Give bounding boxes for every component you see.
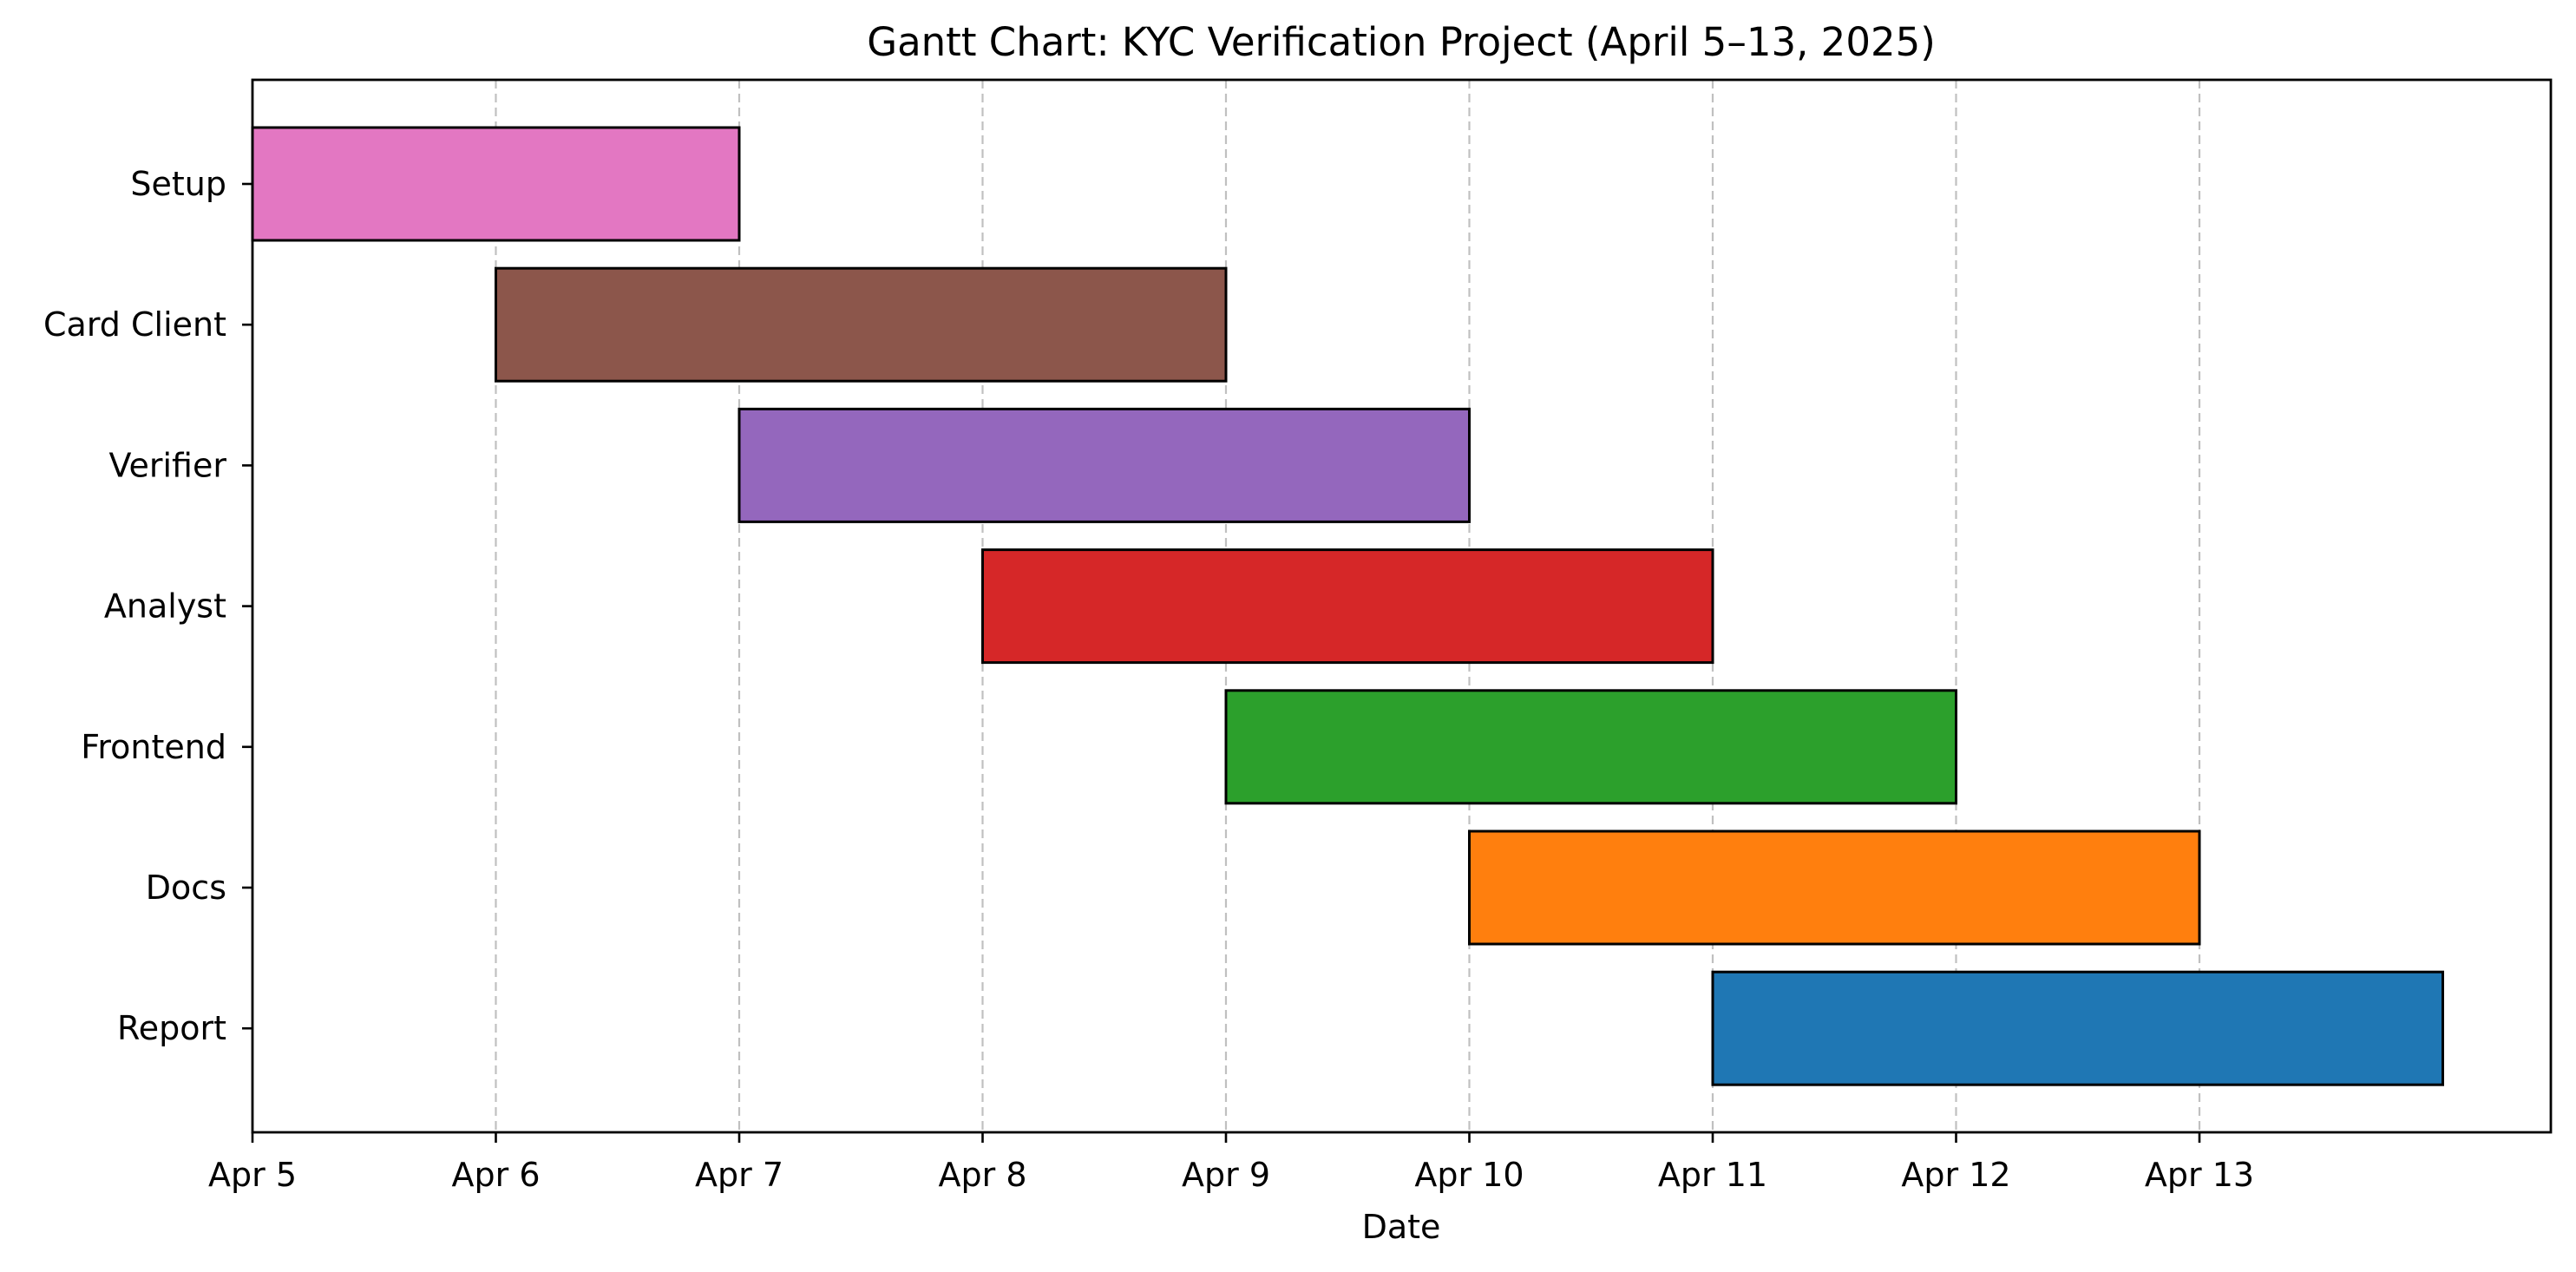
y-axis-ticks: Setup Card Client Verifier Analyst Frontend D… <box>43 165 252 1047</box>
x-tick-label: Apr 7 <box>695 1156 783 1194</box>
x-axis-ticks: Apr 5 Apr 6 Apr 7 Apr 8 Apr 9 Apr 10 Apr 11 Apr… <box>208 1132 2254 1194</box>
y-tick-label: Verifier <box>108 446 226 484</box>
x-tick-label: Apr 13 <box>2145 1156 2254 1194</box>
task-bars <box>251 126 2444 1086</box>
y-tick-label: Report <box>117 1009 226 1047</box>
chart-title: Gantt Chart: KYC Verification Project (A… <box>867 19 1936 65</box>
task-bar-analyst <box>981 548 1714 665</box>
x-tick-label: Apr 10 <box>1414 1156 1524 1194</box>
x-tick-label: Apr 6 <box>452 1156 541 1194</box>
x-tick-label: Apr 9 <box>1182 1156 1270 1194</box>
x-tick-label: Apr 11 <box>1658 1156 1767 1194</box>
grid-lines <box>495 80 2201 1132</box>
x-tick-label: Apr 5 <box>208 1156 297 1194</box>
y-tick-label: Frontend <box>81 728 226 766</box>
y-tick-label: Analyst <box>104 587 226 626</box>
y-tick-label: Docs <box>146 869 226 907</box>
task-bar-card-client <box>495 266 1228 383</box>
y-tick-label: Card Client <box>43 305 226 344</box>
task-bar-verifier <box>737 407 1471 523</box>
x-axis-title: Date <box>1362 1208 1441 1246</box>
task-bar-setup <box>251 126 741 242</box>
x-tick-label: Apr 12 <box>1901 1156 2010 1194</box>
task-bar-docs <box>1468 829 2201 946</box>
task-bar-report <box>1711 970 2444 1086</box>
x-tick-label: Apr 8 <box>939 1156 1027 1194</box>
y-tick-label: Setup <box>130 165 226 203</box>
task-bar-frontend <box>1224 689 1957 805</box>
